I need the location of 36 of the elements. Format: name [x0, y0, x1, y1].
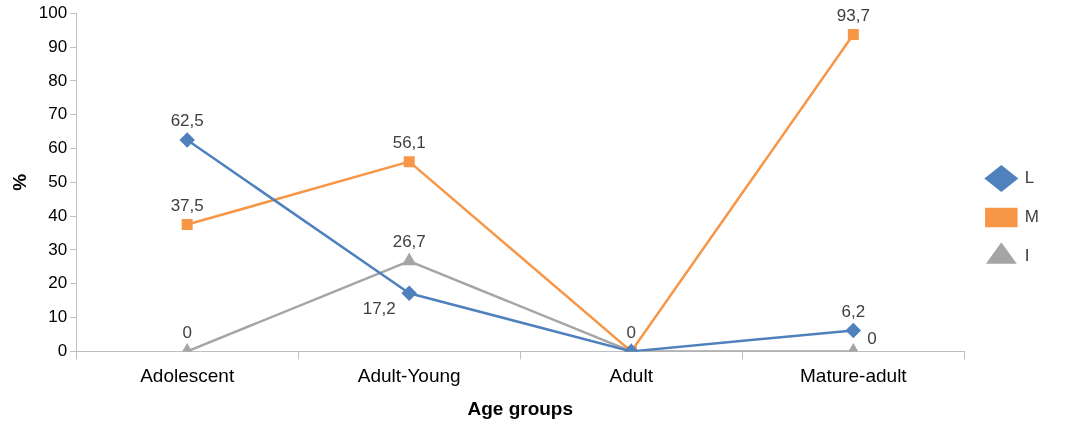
data-label: 0 — [626, 322, 637, 342]
x-tick-label: Mature-adult — [799, 365, 908, 387]
data-label: 62,5 — [170, 111, 204, 131]
legend-label: M — [1024, 207, 1040, 227]
data-label: 37,5 — [170, 195, 204, 215]
point — [402, 253, 416, 266]
data-label: 93,7 — [836, 5, 870, 25]
x-axis-title: Age groups — [467, 397, 574, 419]
x-tick-label: Adult-Young — [357, 365, 461, 387]
y-tick-label: 20 — [48, 273, 68, 293]
y-tick-label: 70 — [48, 104, 68, 124]
point — [181, 219, 193, 231]
x-tick-label: Adolescent — [140, 365, 235, 387]
y-tick-label: 30 — [48, 239, 68, 259]
point — [179, 132, 195, 148]
data-label: 0 — [182, 322, 192, 342]
point — [403, 156, 415, 168]
y-tick-label: 100 — [38, 2, 68, 22]
data-label: 6,2 — [841, 301, 866, 321]
y-tick-label: 60 — [48, 138, 68, 158]
data-label: 56,1 — [392, 132, 426, 152]
y-tick-label: 40 — [48, 205, 68, 225]
y-tick-label: 50 — [48, 171, 68, 191]
y-tick-label: 90 — [48, 36, 68, 56]
point — [401, 285, 417, 301]
x-tick-label: Adult — [609, 365, 654, 387]
legend-label: L — [1024, 168, 1035, 188]
data-label: 26,7 — [392, 232, 426, 252]
point — [847, 29, 859, 40]
y-tick-label: 10 — [48, 307, 68, 327]
y-axis-title: % — [8, 173, 30, 191]
y-tick-label: 0 — [57, 341, 68, 361]
y-tick-label: 80 — [48, 70, 68, 90]
data-label: 17,2 — [362, 299, 396, 319]
legend-label: I — [1024, 246, 1030, 266]
data-label: 0 — [867, 329, 877, 349]
